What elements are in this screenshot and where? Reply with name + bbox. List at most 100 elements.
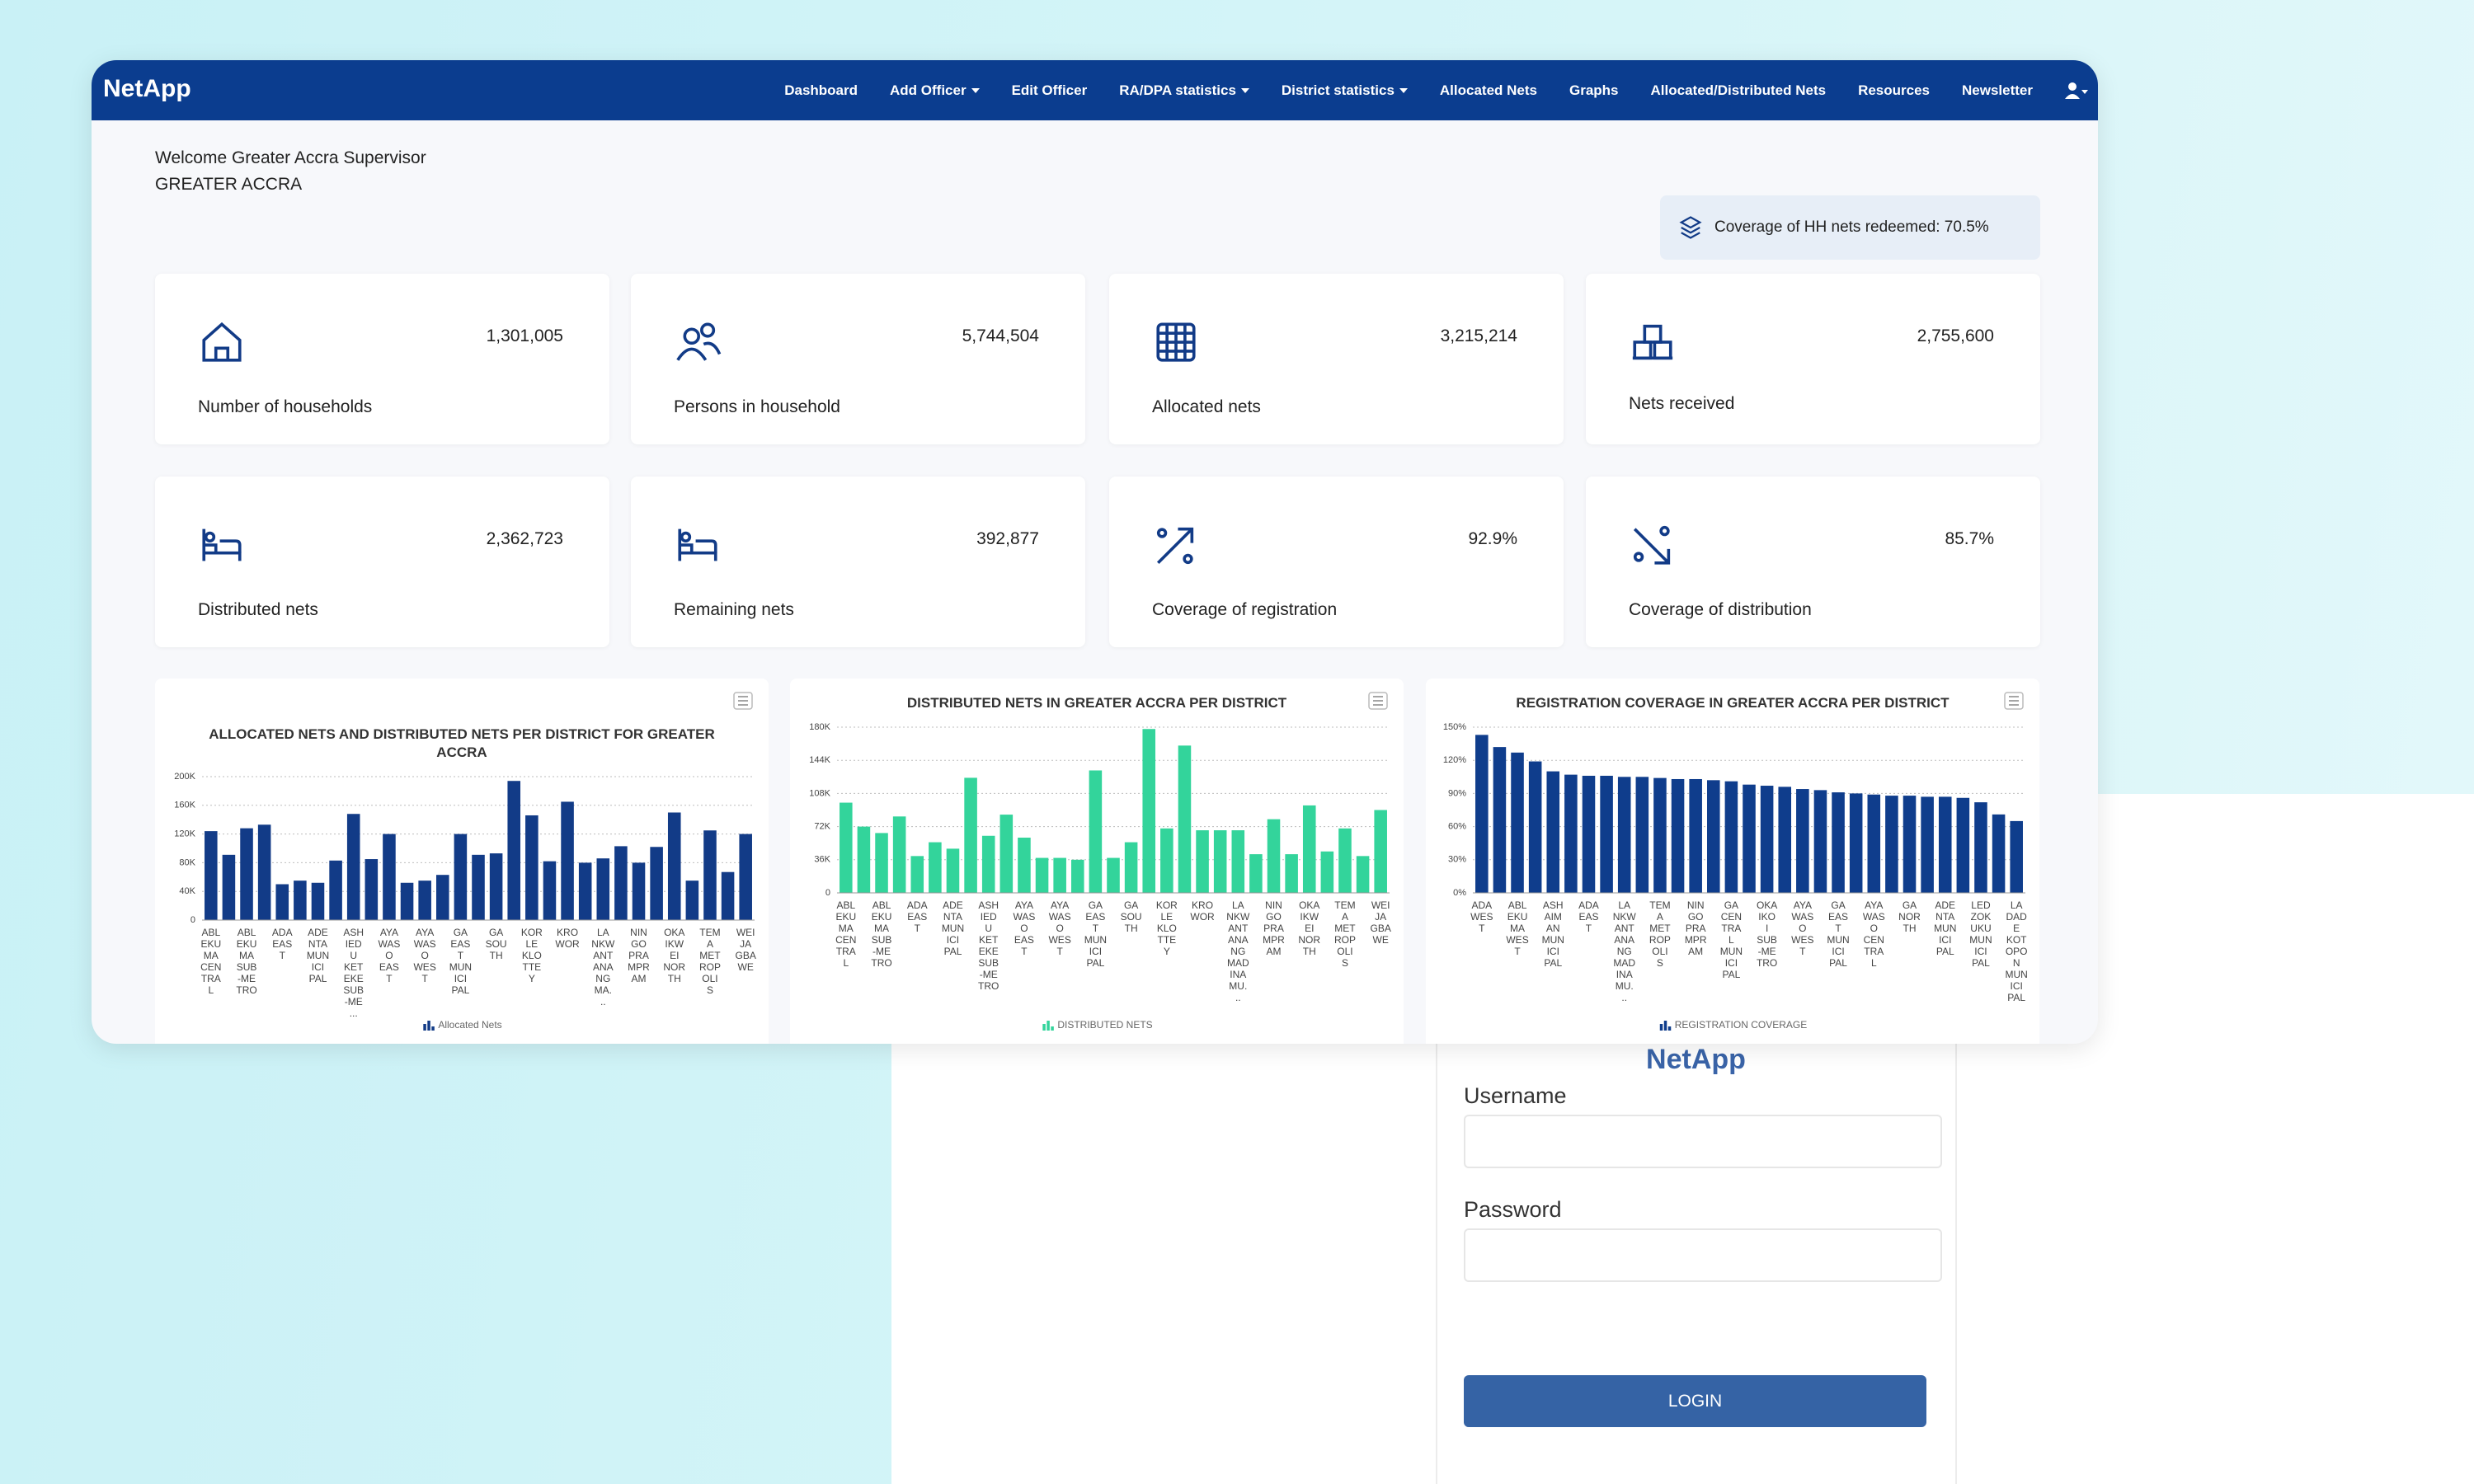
chart: DISTRIBUTED NETS IN GREATER ACCRA PER DI… <box>809 692 1391 1031</box>
bar <box>311 882 325 920</box>
stat-value: 85.7% <box>1945 529 1994 548</box>
password-input[interactable] <box>1464 1228 1942 1282</box>
chart: ALLOCATED NETS AND DISTRIBUTED NETS PER … <box>174 692 756 1031</box>
username-input[interactable] <box>1464 1115 1942 1168</box>
x-tick-label: ADA WES T <box>1470 899 1493 934</box>
stat-label: Remaining nets <box>674 600 794 619</box>
bar <box>632 862 646 920</box>
bar <box>1089 770 1103 893</box>
greeting: Welcome Greater Accra Supervisor <box>155 148 426 167</box>
bar <box>1564 774 1578 893</box>
bar <box>857 826 871 893</box>
bar <box>1867 794 1881 893</box>
nav-item[interactable]: Dashboard <box>784 82 858 98</box>
login-border <box>1955 1044 1957 1484</box>
bar <box>1832 792 1845 893</box>
legend[interactable]: Allocated Nets <box>423 1019 502 1031</box>
login-button[interactable]: LOGIN <box>1464 1375 1926 1427</box>
legend-swatch <box>1042 1024 1046 1031</box>
bar <box>1374 810 1387 893</box>
bar <box>685 881 699 920</box>
x-tick-label: ABL EKU MA SUB -ME TRO <box>236 927 256 996</box>
bar <box>1938 796 1952 893</box>
legend[interactable]: DISTRIBUTED NETS <box>1042 1019 1153 1031</box>
nav-item[interactable]: Allocated Nets <box>1439 82 1537 98</box>
coverage-text: Coverage of HH nets redeemed: 70.5% <box>1714 218 1989 236</box>
nav-item[interactable]: Newsletter <box>1962 82 2033 98</box>
x-tick-label: GA EAS T MUN ICI PAL <box>1084 899 1107 969</box>
nav-item[interactable]: Allocated/Distributed Nets <box>1650 82 1827 98</box>
bar <box>1671 778 1685 893</box>
bar <box>205 831 218 920</box>
bar <box>1617 777 1631 893</box>
bar <box>1992 814 2006 893</box>
stat-card: 1,301,005 Number of households <box>155 274 609 444</box>
bar <box>1124 842 1138 893</box>
bar <box>1018 838 1031 893</box>
chart-menu[interactable] <box>2004 692 2024 710</box>
x-tick-label: WEI JA GBA WE <box>736 927 756 973</box>
dashboard-window: NetApp Dashboard Add Officer Edit Office… <box>92 60 2098 1044</box>
bar <box>875 833 888 893</box>
x-tick-label: LED ZOK UKU MUN ICI PAL <box>1969 899 1992 969</box>
bar <box>365 859 379 920</box>
bar <box>1356 856 1370 893</box>
stat-card: 2,362,723 Distributed nets <box>155 477 609 647</box>
bar <box>578 862 592 920</box>
nav-item[interactable]: District statistics <box>1282 82 1408 99</box>
nav-item[interactable]: Edit Officer <box>1011 82 1088 98</box>
bar <box>1689 778 1702 893</box>
chart-menu[interactable] <box>733 692 753 710</box>
bar <box>1796 789 1809 893</box>
bar <box>1142 729 1156 893</box>
stat-card: 3,215,214 Allocated nets <box>1109 274 1564 444</box>
legend-label: Allocated Nets <box>438 1019 501 1031</box>
x-tick-label: ADE NTA MUN ICI PAL <box>1934 899 1956 957</box>
legend-swatch <box>1047 1021 1050 1031</box>
x-tick-label: AYA WAS O CEN TRA L <box>1863 899 1885 969</box>
legend[interactable]: REGISTRATION COVERAGE <box>1659 1019 1807 1031</box>
nav-item[interactable]: Add Officer <box>890 82 980 99</box>
nav-menu: Dashboard Add Officer Edit Officer RA/DP… <box>784 60 2088 120</box>
bar <box>543 861 557 920</box>
bar <box>257 824 271 920</box>
legend-swatch <box>423 1024 426 1031</box>
password-label: Password <box>1464 1197 1562 1222</box>
bar <box>1724 781 1738 893</box>
bar <box>435 875 449 920</box>
y-tick-label: 80K <box>179 857 195 867</box>
bar <box>222 854 236 920</box>
bar <box>703 830 717 920</box>
user-menu[interactable] <box>2065 82 2088 100</box>
username-label: Username <box>1464 1083 1567 1108</box>
bar <box>910 856 924 893</box>
nav-item[interactable]: RA/DPA statistics <box>1119 82 1249 99</box>
x-tick-label: ABL EKU MA CEN TRA L <box>835 899 856 969</box>
nav-item[interactable]: Resources <box>1858 82 1931 98</box>
bar <box>294 881 307 920</box>
trend-down-icon <box>1633 525 1671 565</box>
legend-swatch <box>1667 1026 1672 1031</box>
bar <box>596 858 610 920</box>
navbar: NetApp Dashboard Add Officer Edit Office… <box>92 60 2098 120</box>
y-tick-label: 72K <box>814 822 830 832</box>
bar <box>1285 854 1298 893</box>
y-tick-label: 0 <box>190 915 195 925</box>
bar <box>1813 790 1827 893</box>
bar <box>840 802 853 893</box>
chart-menu[interactable] <box>1368 692 1388 710</box>
chart-title: ALLOCATED NETS AND DISTRIBUTED NETS PER … <box>209 726 715 760</box>
brand[interactable]: NetApp <box>103 75 191 102</box>
login-border <box>1436 1044 1437 1484</box>
legend-label: REGISTRATION COVERAGE <box>1675 1019 1807 1031</box>
bar <box>1302 805 1316 893</box>
nav-item[interactable]: Graphs <box>1569 82 1619 98</box>
bar <box>667 812 681 920</box>
login-title: NetApp <box>1646 1044 1746 1075</box>
bar <box>1743 784 1756 893</box>
bar <box>1511 752 1524 893</box>
x-tick-label: OKA IKW EI NOR TH <box>663 927 685 984</box>
bar <box>418 881 431 920</box>
bar <box>1600 775 1613 893</box>
region: GREATER ACCRA <box>155 175 303 194</box>
